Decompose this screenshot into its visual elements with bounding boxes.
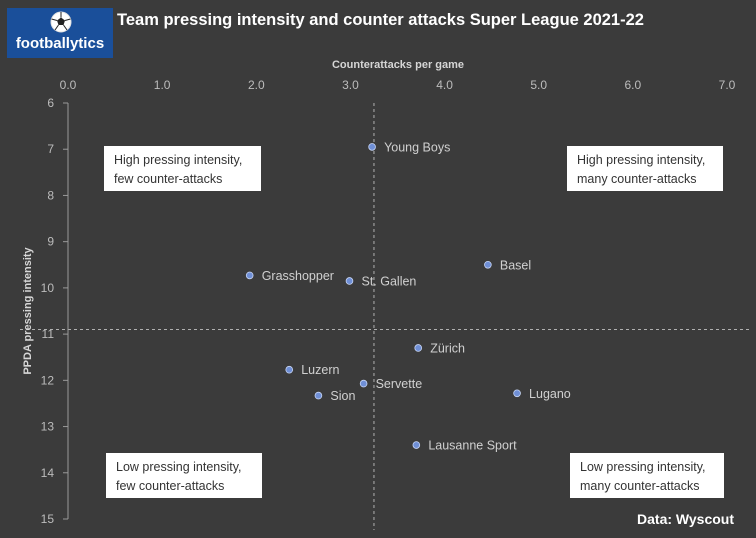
y-tick-label: 10 xyxy=(41,281,55,295)
quadrant-note-line: Low pressing intensity, xyxy=(580,460,706,474)
brand-name: footballytics xyxy=(15,35,105,52)
data-point-label: Basel xyxy=(500,258,531,272)
data-point xyxy=(285,365,294,374)
y-tick-label: 13 xyxy=(41,420,55,434)
quadrant-note-top-left: High pressing intensity, few counter-att… xyxy=(104,146,261,191)
x-tick-label: 3.0 xyxy=(342,78,359,92)
y-tick-label: 14 xyxy=(41,466,55,480)
y-axis-title: PPDA pressing intensity xyxy=(22,246,34,374)
data-point-label: Young Boys xyxy=(384,140,450,154)
data-point-label: Grasshopper xyxy=(262,269,334,283)
data-point xyxy=(412,441,421,449)
quadrant-note-line: High pressing intensity, xyxy=(114,153,243,167)
data-point xyxy=(484,260,492,269)
quadrant-note-top-right: High pressing intensity, many counter-at… xyxy=(567,146,723,191)
y-tick-label: 11 xyxy=(42,327,55,341)
quadrant-note-line: many counter-attacks xyxy=(577,172,697,186)
data-point-label: Luzern xyxy=(301,363,339,377)
x-tick-label: 0.0 xyxy=(60,78,77,92)
data-point-label: Zürich xyxy=(430,341,465,355)
data-point-label: St. Gallen xyxy=(361,274,416,288)
x-tick-label: 2.0 xyxy=(248,78,265,92)
data-point xyxy=(368,143,376,151)
y-tick-label: 12 xyxy=(41,373,55,387)
data-point xyxy=(314,391,323,400)
quadrant-note-line: few counter-attacks xyxy=(114,172,223,186)
data-point xyxy=(245,271,254,280)
data-point xyxy=(414,344,423,352)
footballytics-logo: footballytics xyxy=(7,8,113,58)
data-point xyxy=(345,277,354,285)
y-tick-label: 15 xyxy=(41,512,55,526)
y-tick-label: 7 xyxy=(47,142,54,156)
data-point-label: Servette xyxy=(376,377,423,391)
x-tick-label: 1.0 xyxy=(154,78,171,92)
x-tick-label: 7.0 xyxy=(719,78,736,92)
x-tick-label: 4.0 xyxy=(436,78,453,92)
data-point-label: Sion xyxy=(330,389,355,403)
data-source-note: Data: Wyscout xyxy=(637,511,734,527)
quadrant-note-line: High pressing intensity, xyxy=(577,153,706,167)
data-point-label: Lausanne Sport xyxy=(428,439,517,453)
quadrant-note-line: Low pressing intensity, xyxy=(116,460,242,474)
y-tick-label: 6 xyxy=(47,96,54,110)
quadrant-note-line: many counter-attacks xyxy=(580,479,700,493)
chart-title: Team pressing intensity and counter atta… xyxy=(117,11,644,29)
quadrant-note-bottom-left: Low pressing intensity, few counter-atta… xyxy=(106,453,262,498)
quadrant-note-bottom-right: Low pressing intensity, many counter-att… xyxy=(570,453,724,498)
x-tick-label: 5.0 xyxy=(530,78,547,92)
x-axis-title: Counterattacks per game xyxy=(332,59,464,71)
quadrant-note-line: few counter-attacks xyxy=(116,479,225,493)
data-point xyxy=(359,379,368,388)
y-tick-label: 9 xyxy=(47,235,54,249)
x-tick-label: 6.0 xyxy=(625,78,642,92)
soccer-ball-icon xyxy=(50,11,72,33)
y-tick-label: 8 xyxy=(47,188,54,202)
data-point-label: Lugano xyxy=(529,387,571,401)
data-point xyxy=(513,389,521,398)
